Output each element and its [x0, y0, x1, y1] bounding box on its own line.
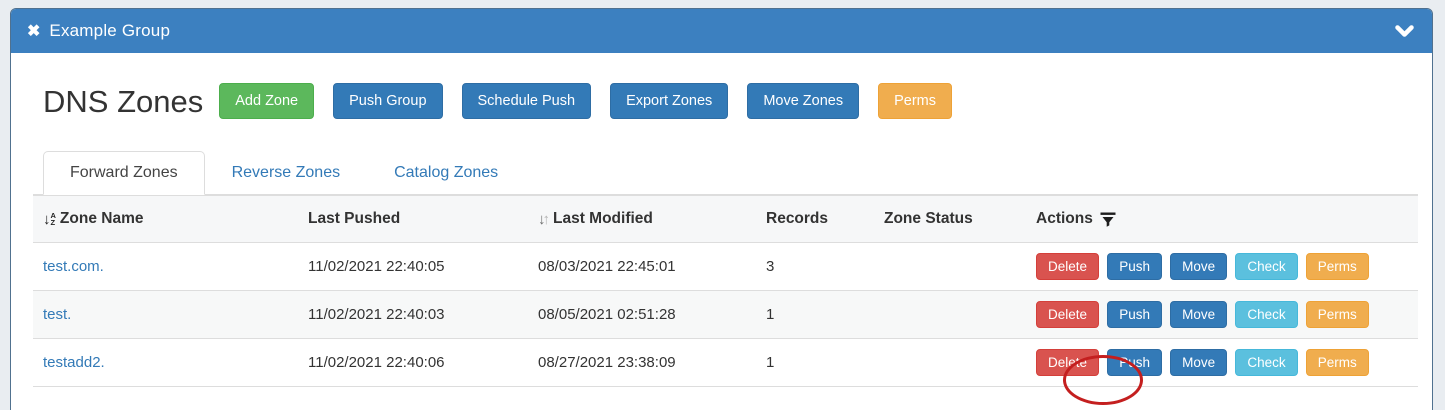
move-button[interactable]: Move [1170, 349, 1228, 376]
tab-forward-zones[interactable]: Forward Zones [43, 151, 205, 195]
check-button[interactable]: Check [1235, 349, 1298, 376]
perms-button[interactable]: Perms [1305, 253, 1369, 280]
last-modified-cell: 08/27/2021 23:38:09 [528, 338, 756, 387]
perms-button[interactable]: Perms [1305, 301, 1369, 328]
perms-button[interactable]: Perms [1305, 349, 1369, 376]
last-pushed-cell: 11/02/2021 22:40:03 [298, 290, 528, 339]
last-pushed-cell: 11/02/2021 22:40:06 [298, 338, 528, 387]
last-modified-cell: 08/03/2021 22:45:01 [528, 242, 756, 291]
zones-table: ↓ A Z Zone Name Last Pushed [33, 195, 1418, 387]
move-zones-button[interactable]: Move Zones [747, 83, 860, 119]
table-row-test-com: test.com. 11/02/2021 22:40:05 08/03/2021… [33, 242, 1418, 291]
push-group-button[interactable]: Push Group [333, 83, 443, 119]
push-button-highlighted[interactable]: Push [1107, 349, 1162, 376]
column-zone-status[interactable]: Zone Status [874, 195, 1026, 243]
delete-button[interactable]: Delete [1036, 301, 1100, 328]
title-toolbar-row: DNS Zones Add Zone Push Group Schedule P… [33, 83, 1418, 119]
filter-icon[interactable] [1100, 211, 1116, 228]
check-button[interactable]: Check [1235, 301, 1298, 328]
panel-title: Example Group [49, 21, 171, 40]
actions-cell: Delete Push Move Check Perms [1026, 338, 1418, 387]
push-button[interactable]: Push [1107, 301, 1162, 328]
chevron-down-icon [1395, 24, 1414, 37]
zone-name-link[interactable]: test.com. [43, 258, 104, 275]
schedule-push-button[interactable]: Schedule Push [461, 83, 592, 119]
table-row-testadd2: testadd2. 11/02/2021 22:40:06 08/27/2021… [33, 338, 1418, 387]
sort-icon[interactable]: ↓ ↑ [538, 210, 550, 228]
page-title: DNS Zones [43, 83, 204, 119]
records-cell: 3 [756, 242, 874, 291]
tab-catalog-zones[interactable]: Catalog Zones [394, 164, 499, 181]
sort-alpha-down-icon[interactable]: ↓ A Z [43, 210, 56, 228]
table-row-test: test. 11/02/2021 22:40:03 08/05/2021 02:… [33, 290, 1418, 339]
check-button[interactable]: Check [1235, 253, 1298, 280]
column-zone-name[interactable]: ↓ A Z Zone Name [33, 195, 298, 243]
collapse-toggle[interactable] [1395, 24, 1414, 38]
table-header-row: ↓ A Z Zone Name Last Pushed [33, 195, 1418, 243]
perms-button[interactable]: Perms [878, 83, 953, 119]
zone-name-link[interactable]: testadd2. [43, 354, 105, 371]
add-zone-button[interactable]: Add Zone [219, 83, 315, 119]
close-icon[interactable]: ✖ [27, 23, 41, 40]
zone-tabs: Forward Zones Reverse Zones Catalog Zone… [33, 151, 1418, 195]
column-actions: Actions [1026, 195, 1418, 243]
move-button[interactable]: Move [1170, 253, 1228, 280]
records-cell: 1 [756, 290, 874, 339]
column-records[interactable]: Records [756, 195, 874, 243]
zone-status-cell [874, 290, 1026, 339]
column-last-pushed[interactable]: Last Pushed [298, 195, 528, 243]
tab-reverse-zones[interactable]: Reverse Zones [231, 164, 341, 181]
panel-body: DNS Zones Add Zone Push Group Schedule P… [11, 53, 1432, 387]
export-zones-button[interactable]: Export Zones [610, 83, 729, 119]
zone-name-link[interactable]: test. [43, 306, 72, 323]
last-pushed-cell: 11/02/2021 22:40:05 [298, 242, 528, 291]
delete-button[interactable]: Delete [1036, 349, 1100, 376]
column-last-modified[interactable]: ↓ ↑ Last Modified [528, 195, 756, 243]
push-button[interactable]: Push [1107, 253, 1162, 280]
last-modified-cell: 08/05/2021 02:51:28 [528, 290, 756, 339]
actions-cell: Delete Push Move Check Perms [1026, 242, 1418, 291]
records-cell: 1 [756, 338, 874, 387]
zone-status-cell [874, 242, 1026, 291]
delete-button[interactable]: Delete [1036, 253, 1100, 280]
zone-status-cell [874, 338, 1026, 387]
move-button[interactable]: Move [1170, 301, 1228, 328]
example-group-panel: ✖ Example Group DNS Zones Add Zone Push … [10, 8, 1433, 410]
actions-cell: Delete Push Move Check Perms [1026, 290, 1418, 339]
panel-header: ✖ Example Group [11, 9, 1432, 53]
